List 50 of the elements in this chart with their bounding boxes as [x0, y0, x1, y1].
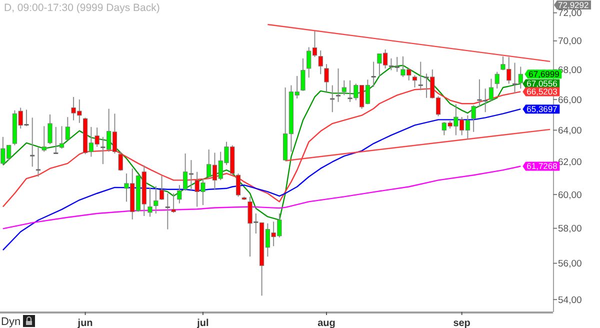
- candlestick: [236, 172, 241, 198]
- candlestick: [36, 146, 41, 178]
- x-tick-label: sep: [453, 318, 470, 328]
- candlestick: [171, 192, 176, 214]
- candlestick: [48, 114, 52, 145]
- y-tick-label: 72,00: [558, 8, 582, 20]
- data-label: 65,3697: [526, 104, 558, 114]
- candlestick: [159, 175, 164, 201]
- candlestick: [371, 61, 376, 88]
- candlestick: [65, 116, 70, 141]
- candlestick: [418, 61, 423, 91]
- y-tick-label: 62,00: [558, 157, 582, 168]
- y-tick-label: 60,00: [558, 190, 582, 201]
- text: Dyn: [1, 316, 21, 328]
- candlestick: [300, 58, 306, 92]
- candlestick: [471, 104, 476, 132]
- x-tick-label: jul: [196, 318, 210, 328]
- candlestick: [342, 80, 346, 96]
- candlestick: [412, 74, 418, 88]
- text: 72,9292: [558, 0, 589, 10]
- candlestick: [488, 78, 494, 102]
- line-series: [2, 166, 522, 230]
- candlestick: [318, 50, 323, 75]
- candlestick: [324, 64, 329, 92]
- y-tick-label: 70,00: [558, 36, 582, 48]
- annotation: 67,6999: [528, 69, 560, 80]
- candlestick: [330, 84, 335, 113]
- y-tick-label: 64,00: [558, 126, 582, 137]
- candlestick: [165, 192, 170, 230]
- data-label: 66,5203: [526, 86, 558, 97]
- candlestick: [336, 68, 341, 102]
- candlestick: [30, 117, 35, 168]
- candlestick: [494, 71, 500, 90]
- data-label: 67,0556: [526, 78, 558, 89]
- candlestick: [512, 62, 518, 94]
- y-tick-label: 54,00: [558, 294, 582, 306]
- data-label: 61,7268: [526, 161, 558, 172]
- y-tick-label: 56,00: [558, 258, 582, 270]
- x-tick-label: aug: [318, 318, 336, 328]
- y-tick-label: 66,00: [558, 94, 582, 106]
- candlestick: [177, 184, 182, 204]
- candlestick: [42, 126, 46, 152]
- x-tick-label: jun: [76, 318, 93, 328]
- candlestick: [154, 186, 158, 214]
- chart-title: D, 09:00-17:30 (9999 Days Back): [4, 2, 160, 14]
- candlestick: [59, 126, 64, 150]
- y-tick-label: 58,00: [558, 224, 582, 235]
- candlestick: [54, 126, 58, 154]
- candlestick: [148, 187, 152, 218]
- candlestick: [118, 151, 123, 172]
